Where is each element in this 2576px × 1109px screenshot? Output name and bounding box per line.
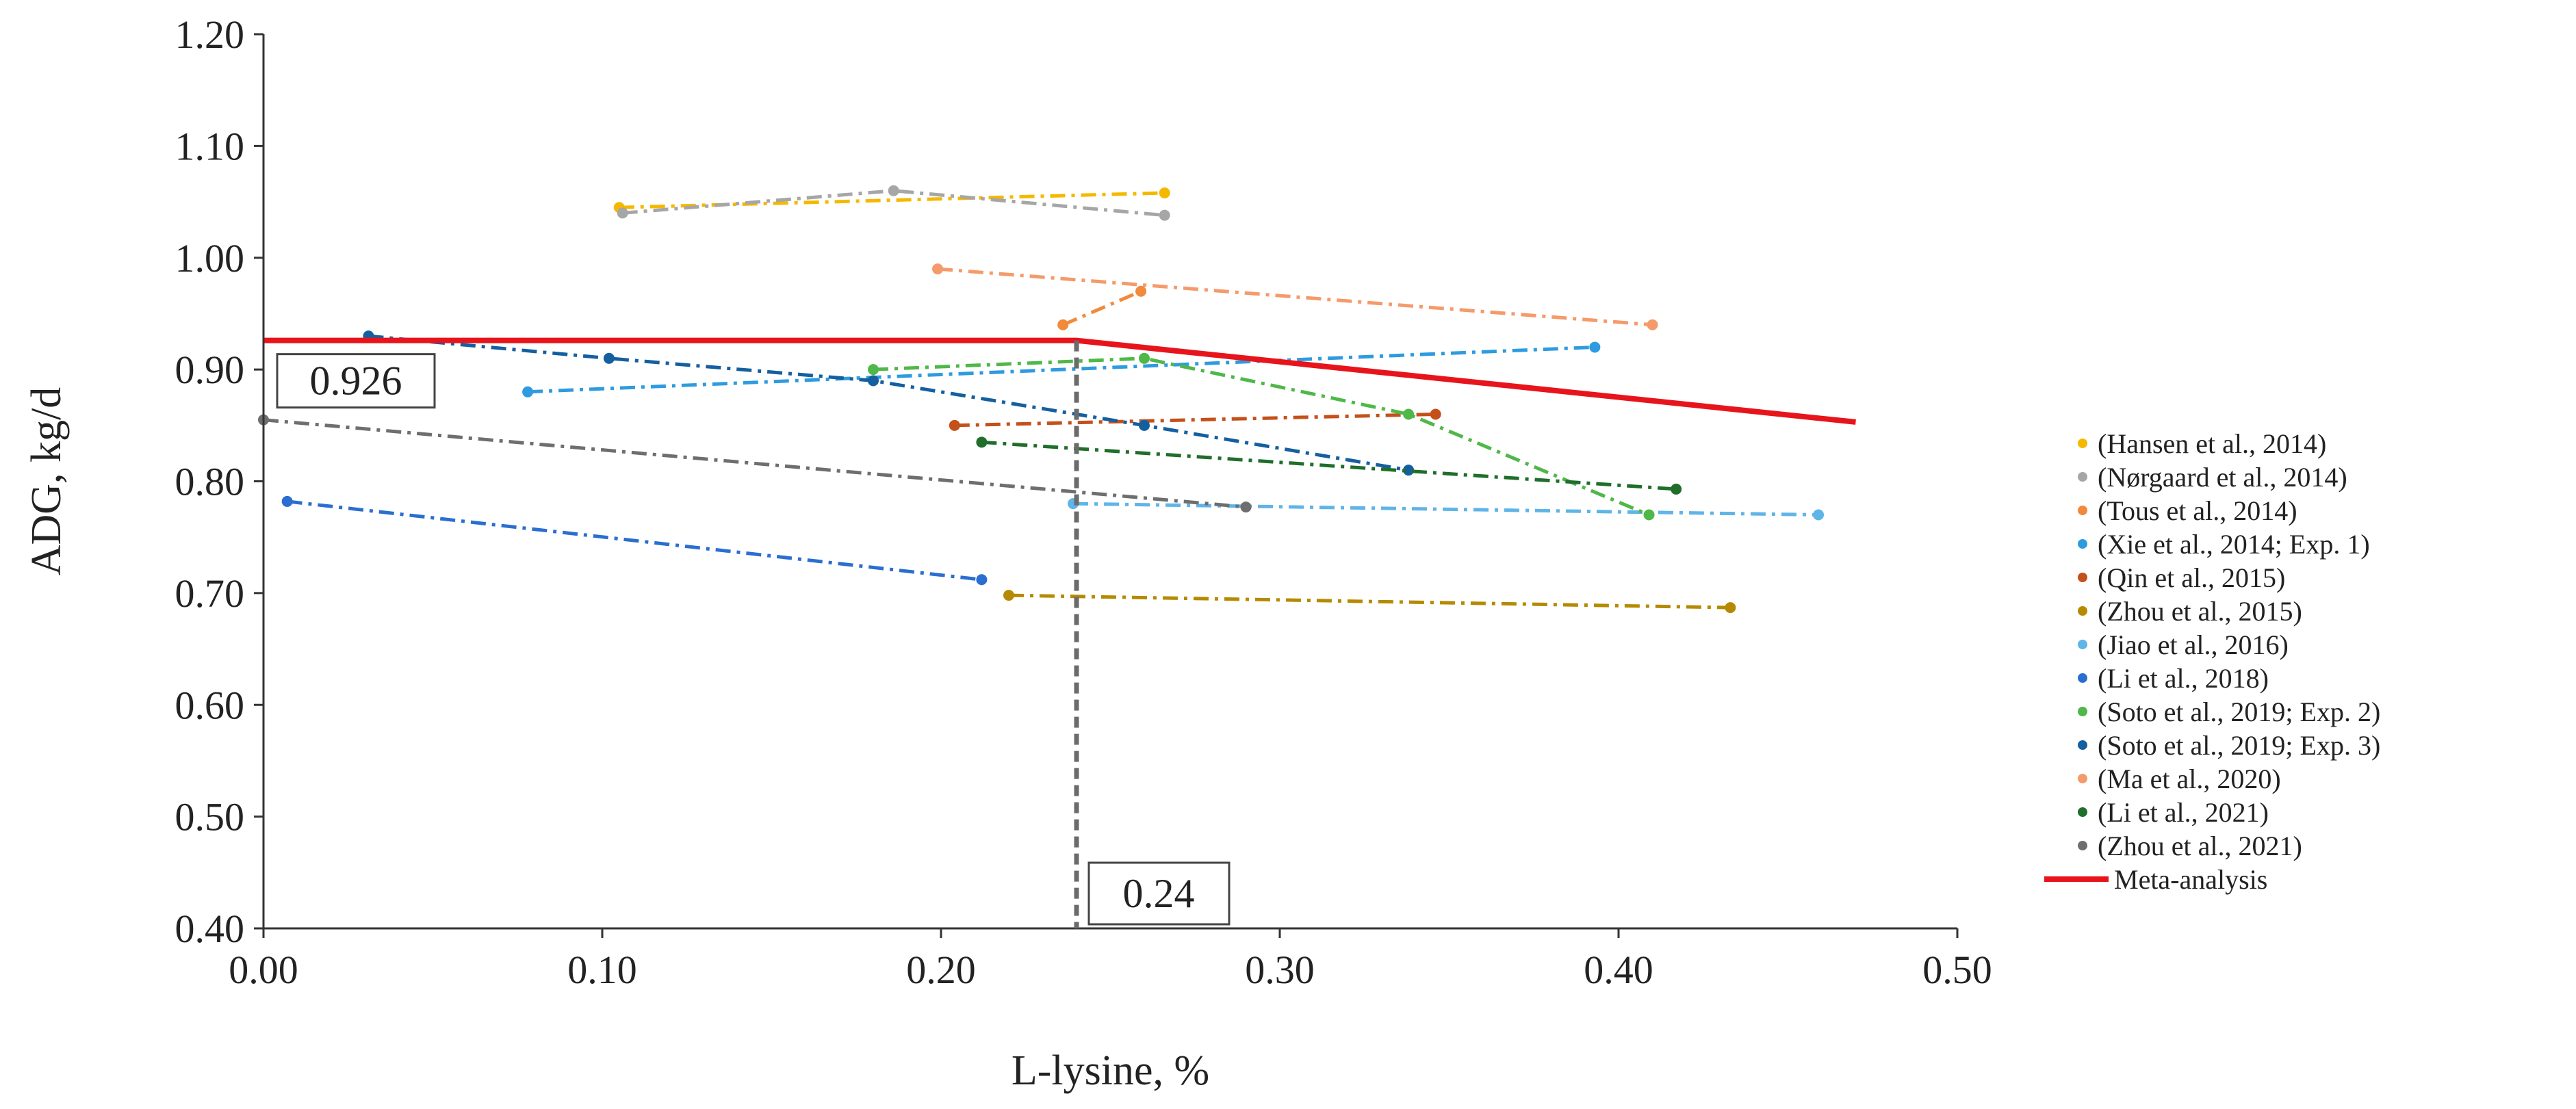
x-tick-label-3: 0.30 bbox=[1245, 948, 1315, 992]
y-tick-label-5: 0.90 bbox=[175, 348, 245, 392]
data-point-1-1 bbox=[888, 185, 899, 196]
legend-marker-5 bbox=[2078, 606, 2087, 616]
legend-marker-1 bbox=[2078, 472, 2087, 482]
y-tick-label-6: 1.00 bbox=[175, 236, 245, 280]
legend-label-11: (Li et al., 2021) bbox=[2098, 797, 2269, 828]
data-point-11-0 bbox=[976, 436, 988, 448]
data-point-8-2 bbox=[1403, 408, 1415, 420]
data-point-9-3 bbox=[1139, 419, 1150, 431]
legend-label-8: (Soto et al., 2019; Exp. 2) bbox=[2098, 696, 2380, 727]
series-line-3 bbox=[527, 345, 1595, 394]
y-tick-label-4: 0.80 bbox=[175, 460, 245, 504]
series-line-8 bbox=[873, 356, 1650, 517]
legend-marker-12 bbox=[2078, 841, 2087, 850]
series-line-9 bbox=[368, 334, 1409, 472]
series-line-2 bbox=[1062, 289, 1142, 327]
series-line-4 bbox=[954, 412, 1436, 428]
data-point-5-1 bbox=[1725, 602, 1736, 614]
legend-label-5: (Zhou et al., 2015) bbox=[2098, 596, 2302, 627]
series-line-5 bbox=[1008, 593, 1731, 610]
series-line-6 bbox=[1073, 501, 1819, 517]
data-point-1-2 bbox=[1159, 209, 1170, 221]
series-line-0 bbox=[619, 191, 1165, 209]
legend-marker-4 bbox=[2078, 573, 2087, 582]
y-tick-label-8: 1.20 bbox=[175, 12, 245, 57]
legend-label-9: (Soto et al., 2019; Exp. 3) bbox=[2098, 730, 2380, 761]
data-point-2-0 bbox=[1057, 319, 1069, 330]
breakpoint-y-box bbox=[276, 353, 436, 409]
legend-marker-8 bbox=[2078, 707, 2087, 716]
legend-marker-2 bbox=[2078, 506, 2087, 515]
legend-marker-11 bbox=[2078, 807, 2087, 817]
y-tick-label-3: 0.70 bbox=[175, 571, 245, 616]
legend-label-10: (Ma et al., 2020) bbox=[2098, 764, 2281, 794]
breakpoint-x-label: 0.24 bbox=[1123, 871, 1195, 916]
legend-label-3: (Xie et al., 2014; Exp. 1) bbox=[2098, 529, 2370, 560]
data-point-9-1 bbox=[603, 352, 615, 364]
legend-label-2: (Tous et al., 2014) bbox=[2098, 495, 2297, 526]
data-point-0-1 bbox=[1159, 187, 1170, 198]
data-point-9-2 bbox=[868, 375, 879, 387]
data-point-4-1 bbox=[1430, 408, 1441, 420]
x-tick-label-1: 0.10 bbox=[567, 948, 637, 992]
y-tick-label-7: 1.10 bbox=[175, 124, 245, 168]
axes: 0.40 0.50 0.60 0.70 0.80 0.90 1.00 1.10 1.20 0.00… bbox=[23, 12, 1992, 1094]
data-point-4-0 bbox=[949, 419, 960, 431]
data-point-8-0 bbox=[868, 364, 879, 376]
x-tick-label-4: 0.40 bbox=[1584, 948, 1653, 992]
data-point-9-4 bbox=[1403, 465, 1415, 476]
legend-label-0: (Hansen et al., 2014) bbox=[2098, 428, 2326, 459]
data-point-8-3 bbox=[1643, 509, 1655, 521]
data-point-6-1 bbox=[1813, 509, 1825, 521]
data-point-10-1 bbox=[1647, 319, 1658, 330]
x-tick-label-5: 0.50 bbox=[1922, 948, 1992, 992]
data-point-8-1 bbox=[1139, 352, 1150, 364]
breakpoint-x-box bbox=[1087, 861, 1231, 926]
legend-label-4: (Qin et al., 2015) bbox=[2098, 562, 2285, 593]
legend-marker-3 bbox=[2078, 539, 2087, 549]
data-point-12-1 bbox=[1240, 501, 1252, 513]
legend-label-1: (Nørgaard et al., 2014) bbox=[2098, 462, 2347, 493]
data-point-5-0 bbox=[1003, 590, 1014, 601]
data-point-7-1 bbox=[976, 574, 988, 586]
data-point-3-1 bbox=[1589, 341, 1601, 353]
annotations: 0.926 0.24 bbox=[276, 340, 1231, 928]
breakpoint-y-label: 0.926 bbox=[310, 358, 402, 404]
x-axis-title: L-lysine, % bbox=[1012, 1047, 1209, 1094]
legend-marker-7 bbox=[2078, 673, 2087, 683]
data-point-1-0 bbox=[617, 207, 628, 219]
data-point-10-0 bbox=[932, 263, 944, 275]
y-tick-label-0: 0.40 bbox=[175, 906, 245, 951]
plot-area bbox=[258, 185, 1856, 614]
legend-marker-6 bbox=[2078, 640, 2087, 649]
y-tick-label-2: 0.60 bbox=[175, 683, 245, 727]
series-line-10 bbox=[937, 267, 1653, 327]
legend-marker-9 bbox=[2078, 740, 2087, 750]
meta-analysis-line bbox=[263, 337, 1856, 425]
legend-marker-10 bbox=[2078, 774, 2087, 783]
legend-label-7: (Li et al., 2018) bbox=[2098, 663, 2269, 694]
data-point-11-1 bbox=[1671, 483, 1682, 495]
legend-label-meta: Meta-analysis bbox=[2114, 864, 2267, 895]
series-line-12 bbox=[263, 418, 1246, 509]
series-line-1 bbox=[622, 189, 1165, 218]
data-point-3-0 bbox=[522, 386, 534, 397]
data-point-7-0 bbox=[281, 495, 293, 507]
series-line-7 bbox=[287, 499, 982, 582]
legend-marker-0 bbox=[2078, 439, 2087, 448]
y-axis-title: ADG, kg/d bbox=[23, 387, 70, 576]
legend: (Hansen et al., 2014)(Nørgaard et al., 2… bbox=[2044, 428, 2380, 895]
y-tick-label-1: 0.50 bbox=[175, 795, 245, 839]
x-tick-label-0: 0.00 bbox=[229, 948, 298, 992]
legend-label-6: (Jiao et al., 2016) bbox=[2098, 629, 2289, 660]
legend-label-12: (Zhou et al., 2021) bbox=[2098, 831, 2302, 861]
x-tick-label-2: 0.20 bbox=[906, 948, 976, 992]
series-line-11 bbox=[981, 440, 1677, 491]
data-point-2-1 bbox=[1135, 285, 1147, 297]
